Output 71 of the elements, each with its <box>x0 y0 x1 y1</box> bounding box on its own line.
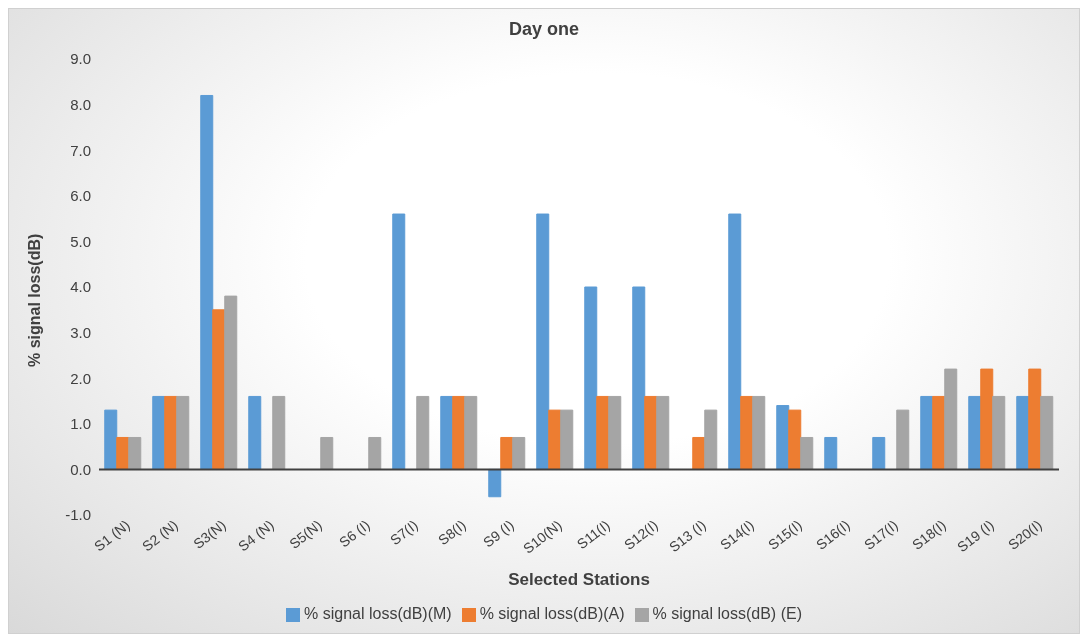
bar <box>104 409 118 470</box>
y-tick-label: 6.0 <box>70 187 91 205</box>
bar <box>608 395 622 470</box>
bar <box>512 436 526 470</box>
x-axis-title: Selected Stations <box>508 570 650 589</box>
legend-label: % signal loss(dB)(M) <box>304 605 452 622</box>
x-tick-label: S2 (N) <box>139 516 181 555</box>
bar <box>824 436 838 470</box>
bar <box>212 309 226 470</box>
bar <box>452 395 466 470</box>
bar <box>980 368 994 470</box>
y-tick-label: 9.0 <box>70 50 91 68</box>
bar <box>536 213 550 470</box>
bar <box>752 395 766 470</box>
bar <box>368 436 382 470</box>
bar <box>416 395 430 470</box>
bar <box>176 395 190 470</box>
bar <box>704 409 718 470</box>
y-tick-label: 3.0 <box>70 323 91 341</box>
x-tick-label: S13 (I) <box>665 516 709 556</box>
bar <box>548 409 562 470</box>
bar <box>740 395 754 470</box>
legend-label: % signal loss(dB) (E) <box>652 605 802 622</box>
bar <box>488 468 502 498</box>
y-tick-label: 4.0 <box>70 278 91 296</box>
bar <box>656 395 670 470</box>
bar <box>272 395 286 470</box>
bar <box>896 409 910 470</box>
x-tick-label: S4 (N) <box>235 516 277 555</box>
bar <box>440 395 454 470</box>
y-tick-label: 5.0 <box>70 232 91 250</box>
y-tick-label: 7.0 <box>70 141 91 159</box>
y-axis-title: % signal loss(dB) <box>25 233 43 367</box>
bar <box>596 395 610 470</box>
bar <box>1016 395 1030 470</box>
bar <box>200 94 214 470</box>
bar <box>248 395 262 470</box>
bar <box>968 395 982 470</box>
bar <box>152 395 166 470</box>
bar <box>164 395 178 470</box>
bar <box>644 395 658 470</box>
bar <box>776 405 790 470</box>
bar <box>632 286 646 470</box>
y-tick-label: 8.0 <box>70 95 91 113</box>
bar <box>584 286 598 470</box>
legend-label: % signal loss(dB)(A) <box>479 605 625 622</box>
x-tick-label: S19 (I) <box>953 516 997 556</box>
y-tick-label: -1.0 <box>65 506 91 524</box>
y-tick-label: 0.0 <box>70 460 91 478</box>
x-tick-label: S1 (N) <box>91 516 133 555</box>
bar <box>1040 395 1054 470</box>
bar <box>800 436 814 470</box>
bar <box>872 436 886 470</box>
bar <box>788 409 802 470</box>
bar <box>392 213 406 470</box>
x-tick-label: S9 (I) <box>480 516 517 551</box>
bar <box>320 436 334 470</box>
bar <box>920 395 934 470</box>
chart-title: Day one <box>508 19 580 40</box>
bar <box>224 295 238 470</box>
bar <box>944 368 958 470</box>
bar <box>560 409 574 470</box>
bar <box>728 213 742 470</box>
y-tick-label: 1.0 <box>70 415 91 433</box>
bar <box>992 395 1006 470</box>
bar <box>932 395 946 470</box>
bar <box>128 436 142 470</box>
y-tick-label: 2.0 <box>70 369 91 387</box>
x-tick-label: S6 (I) <box>336 516 373 551</box>
bar <box>464 395 478 470</box>
bar <box>1028 368 1042 470</box>
